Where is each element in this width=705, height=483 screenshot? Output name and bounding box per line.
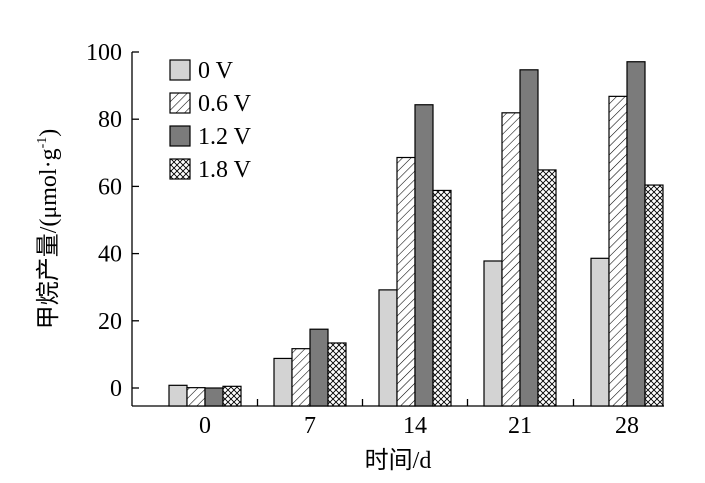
bar-0-6-V-day-21 (501, 112, 521, 407)
bar-1-2-V-day-14 (414, 104, 434, 407)
x-tick-label: 21 (508, 413, 532, 439)
bar-0-6-V-day-14 (396, 156, 416, 407)
plot-area: 0 20 40 60 80 100 0 7 14 21 28 (86, 40, 664, 439)
bar-0-V-day-7 (273, 357, 293, 407)
bars (168, 61, 664, 407)
x-tick-label: 28 (615, 413, 639, 439)
bar-1-8-V-day-7 (327, 342, 347, 407)
bar-1-2-V-day-7 (309, 328, 329, 407)
y-tick-label: 60 (98, 174, 122, 200)
y-tick-label: 20 (98, 309, 122, 335)
bar-0-V-day-28 (590, 257, 610, 407)
y-axis-label-sup: -1 (35, 137, 50, 149)
bar-1-2-V-day-0 (204, 387, 224, 407)
legend-swatch (169, 125, 191, 147)
x-tick-label: 0 (199, 413, 211, 439)
legend: 0 V 0.6 V 1.2 V 1.8 V (169, 58, 252, 183)
legend-label: 0 V (198, 58, 234, 84)
bar-0-V-day-0 (168, 384, 188, 407)
bar-0-6-V-day-0 (186, 387, 206, 407)
bar-0-6-V-day-7 (291, 348, 311, 407)
y-axis-label-close: ) (36, 129, 62, 137)
legend-label: 1.2 V (198, 124, 252, 150)
bar-1-8-V-day-21 (537, 169, 557, 407)
bar-1-2-V-day-21 (519, 69, 539, 407)
bar-1-8-V-day-14 (432, 189, 452, 407)
y-tick-label: 80 (98, 107, 122, 133)
bar-1-8-V-day-28 (644, 184, 664, 407)
y-axis-label-main: 甲烷产量/(μmol·g (35, 148, 62, 329)
y-tick-label: 0 (110, 376, 122, 402)
legend-label: 0.6 V (198, 91, 252, 117)
legend-swatch (169, 59, 191, 81)
x-axis-label: 时间/d (365, 447, 432, 474)
bar-0-6-V-day-28 (608, 95, 628, 407)
y-tick-label: 100 (86, 40, 122, 66)
bar-1-8-V-day-0 (222, 385, 242, 407)
bar-0-V-day-21 (483, 260, 503, 407)
legend-swatch (169, 158, 191, 180)
x-tick-label: 7 (304, 413, 316, 439)
y-ticks: 0 20 40 60 80 100 (86, 40, 139, 402)
x-tick-label: 14 (403, 413, 427, 439)
legend-swatch (169, 92, 191, 114)
legend-label: 1.8 V (198, 157, 252, 183)
bar-0-V-day-14 (378, 289, 398, 407)
x-ticks: 0 7 14 21 28 (199, 399, 639, 439)
bar-1-2-V-day-28 (626, 61, 646, 407)
y-tick-label: 40 (98, 242, 122, 268)
y-axis-label: 甲烷产量/(μmol·g-1) (35, 129, 62, 330)
